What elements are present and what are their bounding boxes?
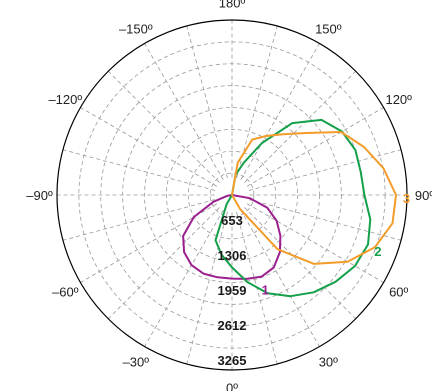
grid-spoke <box>246 107 384 187</box>
grid-ring <box>209 172 255 218</box>
polar-grid <box>56 19 408 371</box>
series-3-curve <box>231 131 397 265</box>
angle-tick-label: –120º <box>48 92 82 107</box>
grid-spoke <box>107 70 220 183</box>
angle-tick-label: 30º <box>319 355 338 370</box>
grid-spoke <box>248 199 402 241</box>
grid-spoke <box>244 207 357 320</box>
grid-spoke <box>244 70 357 183</box>
angle-labels: 0º 30º 60º 90º 120º 150º 180º –150º –120º –90º –60… <box>26 0 432 391</box>
grid-spoke <box>248 149 402 191</box>
series-2-curve <box>214 118 372 298</box>
series-3-label: 3 <box>403 191 410 206</box>
radial-tick-label: 1959 <box>218 283 247 298</box>
grid-spoke <box>186 211 228 365</box>
radial-tick-label: 1306 <box>218 248 247 263</box>
grid-spoke <box>62 149 216 191</box>
outer-circle <box>56 19 408 371</box>
angle-tick-label: 120º <box>385 92 412 107</box>
angle-tick-label: 90º <box>415 188 432 203</box>
angle-tick-label: 0º <box>226 381 238 391</box>
angle-tick-label: –30º <box>123 355 150 370</box>
series-layer <box>182 118 397 298</box>
radial-labels: 653 1306 1959 2612 3265 <box>218 213 247 368</box>
grid-ring <box>187 150 277 240</box>
grid-spoke <box>144 43 224 181</box>
series-1-curve <box>182 194 282 280</box>
grid-spoke <box>240 43 320 181</box>
grid-spoke <box>144 209 224 347</box>
grid-ring <box>165 128 299 262</box>
radial-tick-label: 3265 <box>218 353 247 368</box>
series-labels: 1 2 3 <box>262 191 410 298</box>
angle-tick-label: –150º <box>119 21 153 36</box>
grid-spoke <box>186 25 228 179</box>
grid-spoke <box>240 209 320 347</box>
radial-tick-label: 2612 <box>218 318 247 333</box>
grid-spoke <box>80 107 218 187</box>
series-1-label: 1 <box>262 283 269 298</box>
grid-spoke <box>236 25 278 179</box>
angle-tick-label: –90º <box>26 188 53 203</box>
radial-tick-label: 653 <box>221 213 243 228</box>
angle-tick-label: 150º <box>315 21 342 36</box>
grid-spoke <box>246 203 384 283</box>
angle-tick-label: 60º <box>389 284 408 299</box>
grid-spoke <box>62 199 216 241</box>
grid-spoke <box>80 203 218 283</box>
angle-tick-label: 180º <box>219 0 246 11</box>
series-2-label: 2 <box>374 244 381 259</box>
grid-spoke <box>107 207 220 320</box>
angle-tick-label: –60º <box>52 284 79 299</box>
